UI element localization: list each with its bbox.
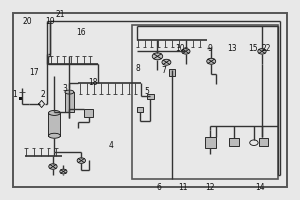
Text: 12: 12 [205, 183, 214, 192]
Bar [84, 109, 93, 117]
Text: 10: 10 [175, 44, 185, 53]
Circle shape [77, 158, 86, 163]
Text: 1: 1 [13, 90, 17, 99]
Text: 21: 21 [56, 10, 65, 19]
Ellipse shape [49, 110, 60, 115]
Text: 7: 7 [161, 66, 166, 75]
Circle shape [182, 49, 190, 54]
Text: 2: 2 [40, 90, 45, 99]
Bar [65, 92, 74, 112]
Bar [13, 13, 287, 187]
Bar [229, 138, 239, 146]
Circle shape [162, 59, 171, 65]
Text: 8: 8 [136, 64, 140, 73]
Text: 16: 16 [76, 28, 86, 37]
Ellipse shape [65, 90, 74, 94]
Bar [147, 94, 154, 99]
Text: 9: 9 [207, 44, 212, 53]
Circle shape [258, 49, 266, 54]
Text: 20: 20 [23, 17, 32, 26]
Text: 19: 19 [45, 17, 55, 26]
Text: 13: 13 [227, 44, 237, 53]
Bar [132, 25, 278, 179]
Circle shape [152, 53, 163, 60]
Text: 14: 14 [256, 183, 265, 192]
Bar [19, 97, 22, 100]
Text: 18: 18 [88, 78, 98, 87]
Bar [169, 69, 175, 76]
Text: 3: 3 [62, 84, 67, 93]
Bar [205, 137, 216, 148]
Bar [136, 107, 143, 112]
Text: 6: 6 [157, 183, 161, 192]
Circle shape [49, 164, 57, 169]
Text: 22: 22 [262, 44, 271, 53]
Text: 5: 5 [145, 87, 149, 96]
Text: 17: 17 [29, 68, 38, 77]
Text: 11: 11 [178, 183, 188, 192]
Bar [259, 138, 268, 146]
Ellipse shape [49, 133, 60, 138]
Circle shape [60, 169, 67, 174]
Circle shape [207, 58, 216, 64]
Text: 4: 4 [109, 141, 114, 150]
Bar [49, 113, 60, 136]
Text: 15: 15 [248, 44, 258, 53]
